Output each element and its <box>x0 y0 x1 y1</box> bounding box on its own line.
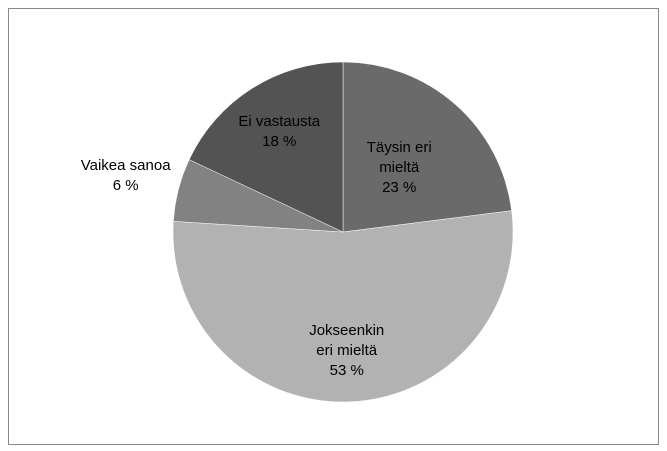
category-label: Jokseenkin eri mieltä <box>309 321 385 359</box>
value-label: 6 % <box>112 177 139 195</box>
value-label: 23 % <box>382 179 417 197</box>
value-label: 18 % <box>262 132 297 150</box>
chart-frame <box>8 8 659 445</box>
slice-label: Ei vastausta 18 % <box>238 112 320 152</box>
category-label: Vaikea sanoa <box>80 157 171 175</box>
category-label: Täysin eri mieltä <box>366 139 432 177</box>
pie-slice <box>188 61 344 233</box>
pie-slice <box>172 210 514 403</box>
slice-label: Jokseenkin eri mieltä 53 % <box>309 321 384 381</box>
value-label: 53 % <box>329 361 364 379</box>
slice-label: Vaikea sanoa 6 % <box>81 156 171 196</box>
pie-slice <box>342 61 512 233</box>
slice-label: Täysin eri mieltä 23 % <box>367 138 432 198</box>
category-label: Ei vastausta <box>238 112 321 130</box>
